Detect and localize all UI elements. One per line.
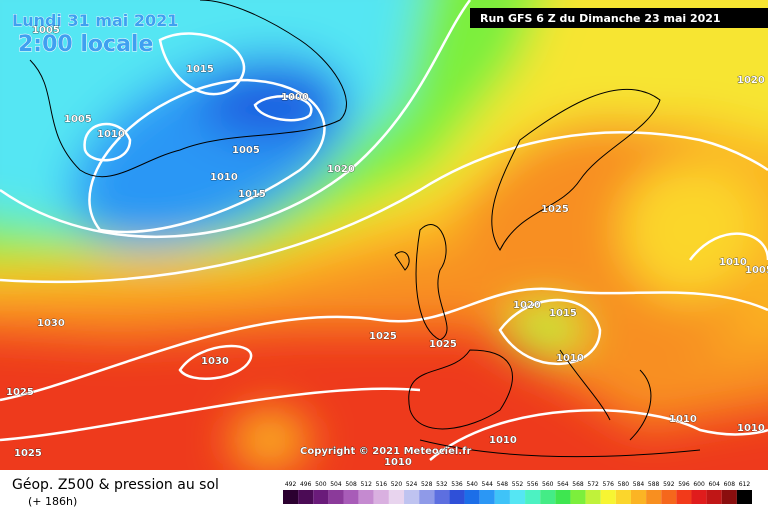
scale-label: 532 [436,481,448,488]
scale-label: 548 [497,481,509,488]
scale-swatch [540,490,556,504]
scale-swatch [494,490,510,504]
scale-label: 572 [587,481,599,488]
scale-label: 596 [678,481,690,488]
scale-label: 500 [315,481,327,488]
isobar-label: 1015 [186,64,214,75]
isobar-label: 1025 [369,331,397,342]
scale-label: 524 [406,481,418,488]
scale-label: 560 [542,481,554,488]
scale-swatch [298,490,314,504]
scale-label: 576 [603,481,615,488]
scale-swatch [706,490,722,504]
run-info: Run GFS 6 Z du Dimanche 23 mai 2021 [480,12,721,25]
scale-swatch [676,490,692,504]
scale-label: 608 [724,481,736,488]
coastlines [29,0,701,458]
scale-label: 540 [466,481,478,488]
scale-swatch [570,490,586,504]
scale-label: 496 [300,481,312,488]
scale-swatch [373,490,389,504]
isobar-label: 1025 [14,448,42,459]
scale-swatch [358,490,374,504]
scale-swatch [615,490,631,504]
map-date: Lundi 31 mai 2021 [12,11,178,30]
isobar-label: 1015 [549,308,577,319]
isobar-label: 1005 [745,265,768,276]
isobar-label: 1010 [719,257,747,268]
scale-swatch [479,490,495,504]
scale-swatch [691,490,707,504]
isobar-label: 1030 [37,318,65,329]
isobar-label: 1010 [210,172,238,183]
scale-label: 592 [663,481,675,488]
footer-lead: (+ 186h) [28,495,77,508]
field [0,0,768,470]
scale-swatch [449,490,465,504]
isobar-label: 1005 [32,25,60,36]
isobar-label: 1025 [6,387,34,398]
isobar-label: 1025 [429,339,457,350]
isobar-label: 1010 [384,457,412,468]
scale-label: 600 [693,481,705,488]
scale-label: 508 [345,481,357,488]
isobar-label: 1020 [737,75,765,86]
scale-swatch [464,490,480,504]
isobar-label: 1010 [556,353,584,364]
scale-swatch [313,490,329,504]
isobar-label: 1010 [737,423,765,434]
isobar-label: 1010 [669,414,697,425]
isobar-label: 1030 [201,356,229,367]
scale-label: 504 [330,481,342,488]
scale-swatch [661,490,677,504]
scale-label: 588 [648,481,660,488]
scale-swatch [343,490,359,504]
scale-swatch [646,490,662,504]
isobar-label: 1020 [327,164,355,175]
scale-label: 520 [391,481,403,488]
isobar-label: 1015 [238,189,266,200]
scale-swatch [434,490,450,504]
scale-label: 612 [739,481,751,488]
scale-label: 604 [708,481,720,488]
scale-swatch [585,490,601,504]
scale-label: 512 [360,481,372,488]
scale-swatch [721,490,737,504]
scale-swatch [555,490,571,504]
isobar-label: 1000 [281,92,309,103]
scale-label: 564 [557,481,569,488]
scale-label: 580 [618,481,630,488]
scale-swatch [328,490,344,504]
run-box [470,8,768,28]
scale-swatch [283,490,299,504]
scale-label: 556 [527,481,539,488]
scale-swatch [600,490,616,504]
isobar-label: 1010 [97,129,125,140]
scale-label: 568 [572,481,584,488]
scale-swatch [525,490,541,504]
isobars [0,0,768,461]
isobar-label: 1010 [489,435,517,446]
scale-label: 516 [376,481,388,488]
scale-swatch [736,490,752,504]
map-time: 2:00 locale [18,32,153,57]
scale-label: 584 [633,481,645,488]
scale-label: 552 [512,481,524,488]
copyright: Copyright © 2021 Meteociel.fr [300,446,471,457]
scale-label: 528 [421,481,433,488]
scale-label: 492 [285,481,297,488]
scale-swatch [419,490,435,504]
scale-label: 544 [482,481,494,488]
scale-swatch [509,490,526,504]
isobar-label: 1005 [232,145,260,156]
scale-swatch [630,490,647,504]
isobar-label: 1005 [64,114,92,125]
scale-label: 536 [451,481,463,488]
scale-swatch [404,490,420,504]
isobar-label: 1020 [513,300,541,311]
footer-title: Géop. Z500 & pression au sol [12,477,219,493]
scale-swatch [388,490,405,504]
isobar-label: 1025 [541,204,569,215]
